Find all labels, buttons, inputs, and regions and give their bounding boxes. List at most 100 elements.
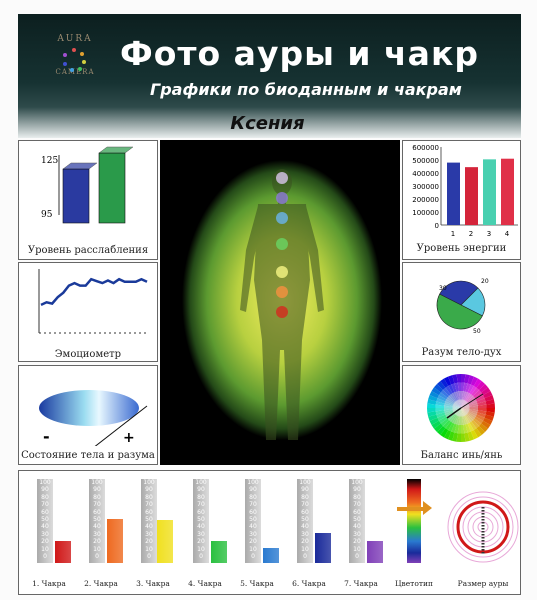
chakra-panel: 100 90 80 70 60 50 40 30 20 10 0 1. Чакра 100 90 80 70 6… xyxy=(18,470,521,595)
chakra-scale-tick: 40 xyxy=(249,523,257,531)
wheel-segment xyxy=(459,399,461,408)
chakra-scale-tick: 20 xyxy=(249,538,257,546)
chakra-bar xyxy=(157,520,173,563)
chakra-scale-tick: 100 xyxy=(39,479,51,486)
wheel-segment xyxy=(462,416,466,425)
balance-needle xyxy=(446,407,462,419)
chakra-scale-tick: 0 xyxy=(43,553,47,560)
chakra-scale-tick: 80 xyxy=(197,493,205,501)
chakra-scale-tick: 80 xyxy=(41,493,49,501)
chakra-scale-tick: 60 xyxy=(145,508,153,516)
wheel-segment xyxy=(464,432,470,442)
header-banner xyxy=(18,14,521,138)
chakra-bar xyxy=(367,540,383,563)
wheel-segment xyxy=(438,392,448,400)
chakra-scale-tick: 100 xyxy=(247,479,259,486)
chakra-scale: 100 90 80 70 60 50 40 30 20 10 0 xyxy=(37,479,53,563)
wheel-segment xyxy=(481,420,491,429)
wheel-segment xyxy=(461,408,470,410)
pie-slice xyxy=(436,293,483,330)
chakra-scale-tick: 40 xyxy=(93,523,101,531)
wheel-segment xyxy=(461,408,468,415)
chakra-scale: 100 90 80 70 60 50 40 30 20 10 0 xyxy=(297,479,313,563)
chakra-point xyxy=(276,172,288,184)
pie-label: 30 xyxy=(439,285,447,292)
body-mind-minus: - xyxy=(43,427,50,446)
wheel-segment xyxy=(467,395,475,403)
chakra-column: 100 90 80 70 60 50 40 30 20 10 0 6. Чакра xyxy=(289,479,331,589)
chakra-point xyxy=(276,286,288,298)
wheel-segment xyxy=(464,415,470,424)
wheel-segment xyxy=(444,376,452,386)
chakra-scale-tick: 20 xyxy=(197,538,205,546)
wheel-segment xyxy=(440,428,449,438)
chakra-scale-tick: 70 xyxy=(93,501,101,509)
wheel-segment xyxy=(461,408,469,414)
body-mind-panel: - + Состояние тела и разума xyxy=(18,365,158,465)
wheel-segment xyxy=(427,403,436,408)
wheel-segment xyxy=(434,423,443,433)
wheel-segment xyxy=(458,416,461,425)
wheel-segment xyxy=(455,400,461,408)
wheel-segment xyxy=(440,418,449,427)
wheel-segment xyxy=(461,382,465,392)
wheel-segment xyxy=(461,408,468,415)
wheel-segment xyxy=(465,414,472,423)
energy-bar xyxy=(483,159,496,225)
chakra-column: 100 90 80 70 60 50 40 30 20 10 0 3. Чакра xyxy=(133,479,173,589)
chakra-scale-tick: 20 xyxy=(145,538,153,546)
wheel-segment xyxy=(461,424,465,434)
wheel-segment xyxy=(466,394,474,402)
wheel-segment xyxy=(445,399,454,405)
wheel-segment xyxy=(450,393,457,402)
wheel-segment xyxy=(464,374,470,384)
chakra-scale-tick: 0 xyxy=(251,553,255,560)
wheel-segment xyxy=(461,400,466,408)
energy-panel: 600000 500000 400000 300000 200000 100000 0 1 2… xyxy=(402,140,521,260)
wheel-segment xyxy=(461,408,466,416)
relaxation-panel: 125 95 Уровень расслабления xyxy=(18,140,158,260)
chakra-scale-tick: 90 xyxy=(197,486,205,494)
wheel-segment xyxy=(463,391,468,401)
wheel-segment xyxy=(452,392,458,401)
wheel-segment xyxy=(454,415,459,425)
wheel-segment xyxy=(463,415,468,425)
wheel-segment xyxy=(468,399,477,405)
chakra-column: 100 90 80 70 60 50 40 30 20 10 0 5. Чакра xyxy=(237,479,279,589)
wheel-segment xyxy=(473,389,482,398)
chakra-scale-tick: 70 xyxy=(197,501,205,509)
energy-x-tick: 3 xyxy=(487,230,491,238)
relaxation-label: Уровень расслабления xyxy=(27,245,149,256)
wheel-segment xyxy=(464,392,470,401)
wheel-segment xyxy=(444,408,453,411)
wheel-segment xyxy=(461,408,470,411)
chakra-bar xyxy=(263,548,279,563)
relaxation-tick-bottom: 95 xyxy=(41,210,53,220)
wheel-segment xyxy=(461,408,467,416)
wheel-segment xyxy=(475,395,485,402)
chakra-scale-tick: 50 xyxy=(301,516,309,523)
wheel-segment xyxy=(467,412,476,419)
colortype-arrow-icon xyxy=(423,501,432,515)
wheel-segment xyxy=(468,401,478,406)
wheel-segment xyxy=(465,383,471,393)
wheel-segment xyxy=(459,408,461,417)
wheel-segment xyxy=(468,411,477,417)
wheel-segment xyxy=(473,418,482,427)
chakra-label: 2. Чакра xyxy=(84,579,118,588)
balance-label: Баланс инь/янь xyxy=(420,450,503,461)
wheel-segment xyxy=(473,378,482,388)
wheel-segment xyxy=(445,421,453,431)
chakra-scale-tick: 70 xyxy=(41,501,49,509)
chakra-scale-tick: 30 xyxy=(197,530,205,538)
energy-bar xyxy=(501,158,514,225)
wheel-segment xyxy=(479,423,488,433)
wheel-segment xyxy=(467,413,475,421)
wheel-segment xyxy=(468,410,478,415)
wheel-segment xyxy=(427,411,437,417)
page-title: Фото ауры и чакр xyxy=(120,34,479,73)
aura-camera-logo: AURA CAMERA xyxy=(40,34,110,94)
chakra-scale-tick: 50 xyxy=(197,516,205,523)
person-name: Ксения xyxy=(230,113,305,134)
chakra-scale-tick: 80 xyxy=(301,493,309,501)
